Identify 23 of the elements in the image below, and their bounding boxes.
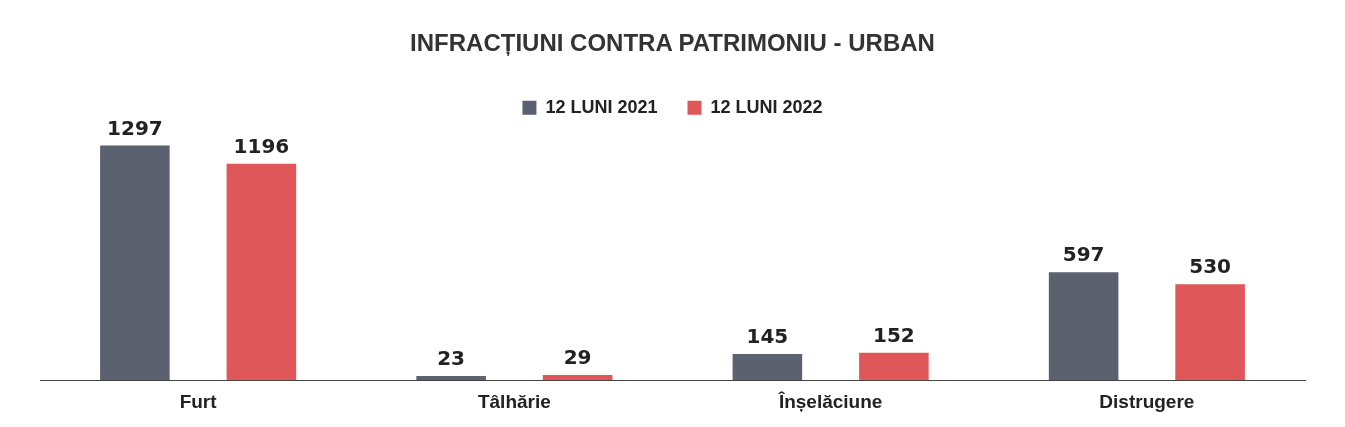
data-label: 597 (1062, 242, 1105, 267)
x-tick-label: Distrugere (1099, 390, 1195, 412)
data-label: 1297 (107, 115, 163, 140)
data-label: 1196 (233, 133, 290, 158)
chart-title: INFRACȚIUNI CONTRA PATRIMONIU - URBAN (410, 29, 935, 57)
x-tick-label: Tâlhărie (477, 390, 551, 412)
bar (1175, 284, 1245, 381)
bar (732, 353, 803, 381)
data-label: 23 (437, 346, 466, 371)
x-tick-label: Furt (179, 390, 218, 412)
legend-label: 12 LUNI 2021 (545, 96, 658, 117)
bar (100, 145, 170, 381)
legend-label: 12 LUNI 2022 (710, 96, 823, 117)
data-label: 530 (1189, 254, 1231, 279)
data-label: 152 (873, 322, 915, 347)
data-label: 29 (563, 345, 592, 370)
bar (226, 163, 297, 381)
bar (416, 376, 486, 381)
bar (859, 352, 929, 381)
bar (542, 374, 613, 381)
x-tick-label: Înșelăciune (777, 390, 883, 412)
data-label: 145 (746, 324, 789, 349)
bar (1048, 272, 1119, 381)
